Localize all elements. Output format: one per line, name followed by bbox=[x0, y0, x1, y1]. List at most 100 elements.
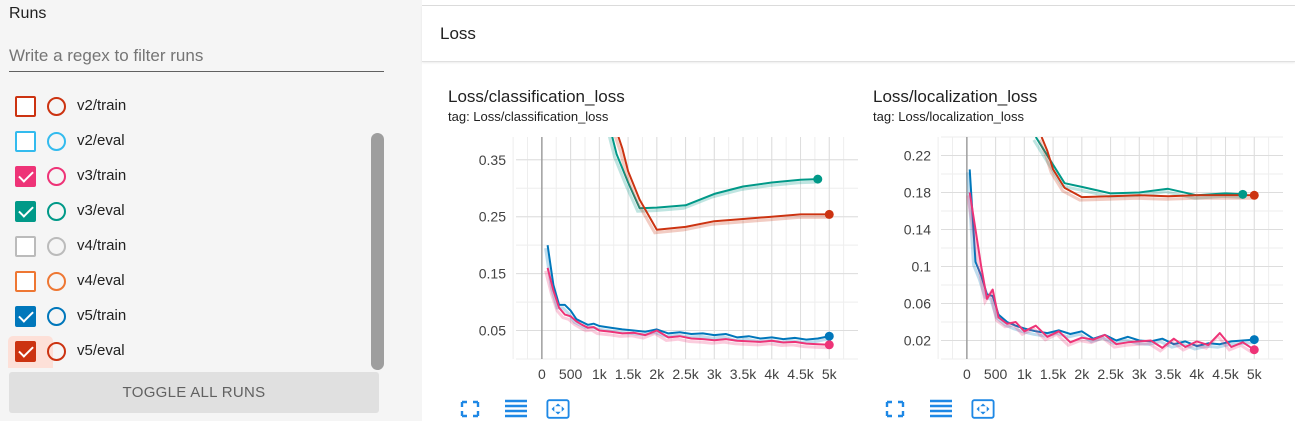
series-line-raw bbox=[613, 137, 828, 235]
run-color-circle-icon[interactable] bbox=[47, 132, 66, 151]
run-checkbox[interactable] bbox=[15, 306, 36, 327]
series-line-raw bbox=[607, 137, 816, 213]
y-tick-label: 0.22 bbox=[904, 148, 931, 164]
run-row[interactable]: v4/train bbox=[0, 229, 370, 264]
run-checkbox[interactable] bbox=[15, 271, 36, 292]
run-label: v3/eval bbox=[77, 202, 125, 219]
fit-domain-icon[interactable] bbox=[546, 398, 570, 420]
divider bbox=[422, 5, 1295, 6]
x-tick-label: 1.5k bbox=[615, 366, 642, 382]
series-end-point bbox=[824, 340, 834, 350]
series-line-raw bbox=[544, 270, 828, 350]
chart-title: Loss/classification_loss bbox=[448, 87, 625, 106]
x-tick-label: 2k bbox=[1074, 366, 1090, 382]
x-tick-label: 1k bbox=[1017, 366, 1033, 382]
run-checkbox[interactable] bbox=[15, 131, 36, 152]
series-end-point bbox=[824, 331, 834, 341]
x-tick-label: 0 bbox=[963, 366, 971, 382]
chart-card-localization-loss: Loss/localization_loss tag: Loss/localiz… bbox=[873, 63, 1293, 421]
x-tick-label: 1.5k bbox=[1040, 366, 1067, 382]
run-row[interactable]: v2/train bbox=[0, 89, 370, 124]
run-row[interactable]: v2/eval bbox=[0, 124, 370, 159]
run-color-circle-icon[interactable] bbox=[47, 97, 66, 116]
chart-tag: tag: Loss/localization_loss bbox=[873, 109, 1025, 124]
x-tick-label: 500 bbox=[559, 366, 583, 382]
run-checkbox[interactable] bbox=[15, 341, 36, 362]
run-checkbox[interactable] bbox=[15, 166, 36, 187]
run-row[interactable]: v4/eval bbox=[0, 264, 370, 299]
x-tick-label: 2k bbox=[649, 366, 665, 382]
run-checkbox[interactable] bbox=[15, 201, 36, 222]
run-color-circle-icon[interactable] bbox=[47, 202, 66, 221]
y-tick-label: 0.14 bbox=[904, 222, 931, 238]
series-line bbox=[546, 267, 830, 346]
y-tick-label: 0.05 bbox=[479, 323, 506, 339]
series-end-point bbox=[1249, 345, 1259, 355]
y-tick-label: 0.15 bbox=[479, 266, 506, 282]
run-color-circle-icon[interactable] bbox=[47, 237, 66, 256]
run-row-partial[interactable] bbox=[0, 72, 370, 79]
x-tick-label: 3k bbox=[1132, 366, 1148, 382]
series-end-point bbox=[1238, 189, 1248, 199]
y-tick-label: 0.06 bbox=[904, 296, 931, 312]
run-row[interactable]: v5/eval bbox=[0, 334, 370, 368]
chart-toolbar bbox=[458, 398, 570, 420]
x-tick-label: 0 bbox=[538, 366, 546, 382]
run-color-circle-icon[interactable] bbox=[47, 342, 66, 361]
series-line bbox=[617, 137, 830, 231]
x-tick-label: 2.5k bbox=[672, 366, 699, 382]
y-tick-label: 0.25 bbox=[479, 209, 506, 225]
localization-loss-chart[interactable]: 0 500 1k 1.5k 2k 2.5k 3k 3.5k 4k 4.5k 5k 0.02 0.06 0.… bbox=[873, 133, 1293, 395]
fit-domain-icon[interactable] bbox=[971, 398, 995, 420]
run-checkbox[interactable] bbox=[15, 96, 36, 117]
run-label: v2/eval bbox=[77, 132, 125, 149]
x-tick-label: 4k bbox=[1189, 366, 1205, 382]
runs-sidebar: Runs v2/train v2/eval v3/train v3/eval v4/tr… bbox=[0, 0, 400, 421]
run-label: v3/train bbox=[77, 167, 127, 184]
series-end-point bbox=[824, 209, 834, 219]
x-tick-label: 5k bbox=[1247, 366, 1263, 382]
toggle-log-icon[interactable] bbox=[929, 398, 953, 420]
x-tick-label: 1k bbox=[592, 366, 608, 382]
series-end-point bbox=[813, 174, 823, 184]
series-line-raw bbox=[966, 195, 1254, 355]
run-label: v5/eval bbox=[77, 342, 125, 359]
toggle-all-runs-button[interactable]: TOGGLE ALL RUNS bbox=[9, 372, 379, 413]
run-row[interactable]: v5/train bbox=[0, 299, 370, 334]
runs-title: Runs bbox=[9, 5, 47, 22]
run-label: v4/eval bbox=[77, 272, 125, 289]
classification-loss-chart[interactable]: 0 500 1k 1.5k 2k 2.5k 3k 3.5k 4k 4.5k 5k 0.05 0.15 0.… bbox=[448, 133, 868, 395]
main-panel: Loss Loss/classification_loss tag: Loss/… bbox=[422, 0, 1295, 421]
y-tick-label: 0.35 bbox=[479, 152, 506, 168]
run-color-circle-icon[interactable] bbox=[47, 167, 66, 186]
chart-tag: tag: Loss/classification_loss bbox=[448, 109, 609, 124]
y-tick-label: 0.18 bbox=[904, 185, 931, 201]
toggle-log-icon[interactable] bbox=[504, 398, 528, 420]
run-row[interactable]: v3/eval bbox=[0, 194, 370, 229]
run-checkbox[interactable] bbox=[15, 236, 36, 257]
chart-card-classification-loss: Loss/classification_loss tag: Loss/class… bbox=[448, 63, 868, 421]
fullscreen-icon[interactable] bbox=[458, 398, 482, 420]
run-color-circle-icon[interactable] bbox=[47, 307, 66, 326]
run-filter-input[interactable] bbox=[9, 41, 384, 72]
chart-toolbar bbox=[883, 398, 995, 420]
x-tick-label: 4.5k bbox=[1212, 366, 1239, 382]
fullscreen-icon[interactable] bbox=[883, 398, 907, 420]
section-title: Loss bbox=[440, 24, 476, 43]
section-header[interactable]: Loss bbox=[422, 6, 1295, 62]
x-tick-label: 4.5k bbox=[787, 366, 814, 382]
run-label: v5/train bbox=[77, 307, 127, 324]
run-list-scrollbar[interactable] bbox=[371, 133, 384, 370]
series-line bbox=[1040, 137, 1255, 199]
series-line bbox=[968, 192, 1255, 351]
series-end-point bbox=[1249, 335, 1259, 345]
run-row[interactable]: v3/train bbox=[0, 159, 370, 194]
series-line bbox=[611, 137, 818, 210]
series-line-raw bbox=[1032, 139, 1241, 200]
series-end-point bbox=[1249, 190, 1259, 200]
series-line-raw bbox=[1038, 139, 1253, 202]
y-tick-label: 0.02 bbox=[904, 333, 931, 349]
run-label: v4/train bbox=[77, 237, 127, 254]
run-color-circle-icon[interactable] bbox=[47, 272, 66, 291]
chart-title: Loss/localization_loss bbox=[873, 87, 1038, 106]
